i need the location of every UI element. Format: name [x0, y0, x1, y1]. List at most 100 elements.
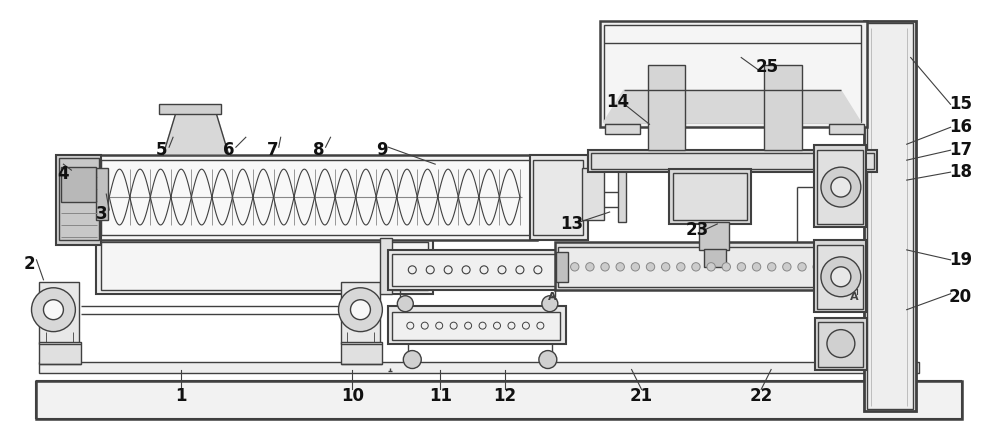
Text: 7: 7	[267, 141, 279, 159]
Circle shape	[542, 296, 558, 312]
Text: 5: 5	[155, 141, 167, 159]
Bar	[56, 155, 101, 245]
Text: 10: 10	[341, 388, 364, 405]
Circle shape	[783, 263, 791, 271]
Bar	[96, 238, 433, 294]
Bar	[101, 160, 532, 235]
Text: 23: 23	[686, 221, 709, 239]
Circle shape	[397, 296, 413, 312]
Bar	[530, 155, 588, 240]
Circle shape	[32, 288, 75, 332]
Bar	[558, 247, 859, 287]
Circle shape	[828, 263, 837, 271]
Circle shape	[350, 300, 370, 320]
Bar	[851, 252, 863, 282]
Circle shape	[692, 263, 700, 271]
Circle shape	[768, 263, 776, 271]
Bar	[867, 22, 913, 410]
Text: 3: 3	[95, 205, 107, 223]
Bar	[648, 66, 685, 150]
Circle shape	[798, 263, 806, 271]
Bar	[814, 145, 866, 227]
Bar	[392, 312, 560, 340]
Bar	[591, 153, 874, 169]
Bar	[96, 155, 537, 240]
Bar	[96, 168, 108, 220]
Circle shape	[616, 263, 624, 271]
Circle shape	[586, 263, 594, 271]
Text: 17: 17	[949, 141, 972, 159]
Bar	[39, 362, 919, 374]
Bar	[864, 21, 916, 411]
Text: 11: 11	[429, 388, 452, 405]
Circle shape	[601, 263, 609, 271]
Bar	[600, 21, 867, 127]
Bar	[764, 66, 802, 150]
Bar	[699, 222, 729, 250]
Bar	[814, 240, 866, 312]
Bar	[533, 160, 583, 235]
Text: 21: 21	[630, 388, 653, 405]
Bar	[380, 238, 392, 294]
Bar	[817, 245, 863, 309]
Bar	[61, 167, 96, 202]
Text: 12: 12	[493, 388, 517, 405]
Bar	[388, 250, 566, 290]
Bar	[341, 282, 380, 343]
Text: 13: 13	[560, 215, 583, 233]
Text: 19: 19	[949, 251, 972, 269]
Bar	[582, 168, 604, 220]
Text: 2: 2	[24, 255, 35, 273]
Bar	[388, 306, 566, 343]
Bar	[588, 150, 877, 172]
Circle shape	[752, 263, 761, 271]
Circle shape	[827, 330, 855, 358]
Circle shape	[813, 263, 821, 271]
Bar	[39, 342, 81, 363]
Bar	[36, 381, 962, 419]
Text: A: A	[850, 292, 858, 302]
Text: 14: 14	[606, 93, 629, 111]
Bar	[159, 105, 221, 114]
Circle shape	[821, 167, 861, 207]
Bar	[618, 167, 626, 222]
Circle shape	[831, 177, 851, 197]
Bar	[341, 342, 382, 363]
Circle shape	[43, 300, 63, 320]
Bar	[818, 322, 863, 366]
Bar	[604, 25, 861, 122]
Bar	[101, 242, 428, 290]
Text: 25: 25	[756, 58, 779, 76]
Text: 6: 6	[223, 141, 235, 159]
Circle shape	[403, 350, 421, 368]
Bar	[669, 169, 751, 224]
Circle shape	[646, 263, 655, 271]
Text: 22: 22	[750, 388, 773, 405]
Circle shape	[661, 263, 670, 271]
Bar	[673, 173, 747, 220]
Text: 1: 1	[175, 388, 187, 405]
Text: A: A	[548, 292, 556, 302]
Polygon shape	[604, 90, 861, 122]
Text: 4: 4	[58, 165, 69, 183]
Bar	[605, 124, 640, 134]
Bar	[815, 318, 867, 369]
Text: 20: 20	[949, 288, 972, 306]
Circle shape	[707, 263, 715, 271]
Circle shape	[737, 263, 746, 271]
Text: 8: 8	[313, 141, 324, 159]
Bar	[59, 158, 99, 240]
Bar	[829, 124, 864, 134]
Bar	[556, 252, 568, 282]
Circle shape	[821, 257, 861, 297]
Circle shape	[631, 263, 640, 271]
Text: 18: 18	[949, 163, 972, 181]
Bar	[817, 150, 863, 224]
Text: 16: 16	[949, 118, 972, 136]
Bar	[555, 242, 864, 290]
Circle shape	[539, 350, 557, 368]
Circle shape	[571, 263, 579, 271]
Circle shape	[722, 263, 730, 271]
Bar	[392, 254, 560, 286]
Text: 15: 15	[949, 95, 972, 113]
